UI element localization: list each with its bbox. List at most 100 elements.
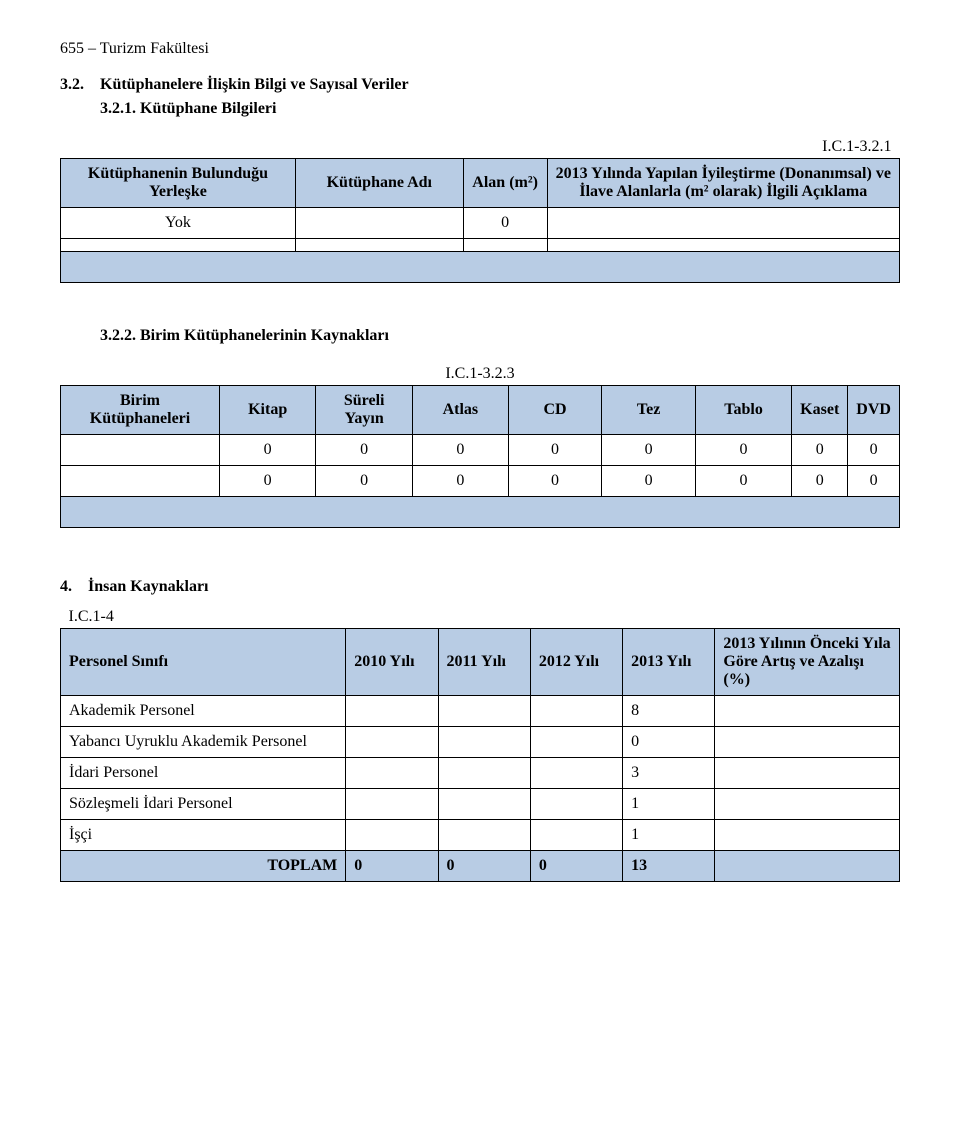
col-yerleske: Kütüphanenin Bulunduğu Yerleşke (61, 159, 296, 208)
cell: 0 (220, 466, 316, 497)
cell (346, 727, 438, 758)
table-kaynaklar: I.C.1-3.2.3 Birim Kütüphaneleri Kitap Sü… (60, 359, 900, 528)
cell: 0 (438, 851, 530, 882)
col-cd: CD (508, 386, 602, 435)
section-3-2-1-number: 3.2.1. (100, 100, 136, 117)
cell-label: Yabancı Uyruklu Akademik Personel (61, 727, 346, 758)
col-personel-sinifi: Personel Sınıfı (61, 629, 346, 696)
cell: 1 (623, 789, 715, 820)
cell: 0 (508, 435, 602, 466)
cell: 0 (412, 435, 508, 466)
cell (715, 820, 900, 851)
cell: 0 (792, 435, 848, 466)
cell: 0 (316, 466, 413, 497)
cell: 0 (695, 435, 791, 466)
col-alan: Alan (m²) (463, 159, 547, 208)
table-total-row: TOPLAM 0 0 0 13 (61, 851, 900, 882)
col-2010: 2010 Yılı (346, 629, 438, 696)
cell (346, 696, 438, 727)
table-row: 0 0 0 0 0 0 0 0 (61, 466, 900, 497)
col-kaset: Kaset (792, 386, 848, 435)
cell: 0 (508, 466, 602, 497)
cell (715, 789, 900, 820)
cell (463, 239, 547, 252)
cell (346, 758, 438, 789)
cell: 1 (623, 820, 715, 851)
section-3-2-number: 3.2. (60, 76, 84, 93)
section-3-2-1-title: Kütüphane Bilgileri (140, 100, 276, 117)
cell: 0 (463, 208, 547, 239)
table-insan-kaynaklari: I.C.1-4 Personel Sınıfı 2010 Yılı 2011 Y… (60, 602, 900, 882)
cell (438, 696, 530, 727)
cell (438, 727, 530, 758)
cell (715, 696, 900, 727)
cell (295, 239, 463, 252)
section-3-2-2-number: 3.2.2. (100, 327, 136, 344)
col-2012: 2012 Yılı (530, 629, 622, 696)
col-tez: Tez (602, 386, 696, 435)
table-row (61, 239, 900, 252)
section-4-title: İnsan Kaynakları (88, 578, 208, 595)
footer-cell (61, 497, 900, 528)
table-row: 0 0 0 0 0 0 0 0 (61, 435, 900, 466)
cell: 3 (623, 758, 715, 789)
page-header: 655 – Turizm Fakültesi (60, 40, 900, 58)
cell (346, 789, 438, 820)
col-2013: 2013 Yılı (623, 629, 715, 696)
cell (346, 820, 438, 851)
table-row: Sözleşmeli İdari Personel 1 (61, 789, 900, 820)
cell: 0 (695, 466, 791, 497)
col-tablo: Tablo (695, 386, 791, 435)
cell-label: İşçi (61, 820, 346, 851)
cell (715, 758, 900, 789)
cell (530, 758, 622, 789)
cell-label: Akademik Personel (61, 696, 346, 727)
col-dvd: DVD (848, 386, 900, 435)
col-sureli: Süreli Yayın (316, 386, 413, 435)
cell-label: İdari Personel (61, 758, 346, 789)
cell: 0 (602, 466, 696, 497)
cell: 0 (220, 435, 316, 466)
cell: 0 (792, 466, 848, 497)
table-row: İdari Personel 3 (61, 758, 900, 789)
col-2011: 2011 Yılı (438, 629, 530, 696)
cell (438, 758, 530, 789)
section-3-2-heading: 3.2. Kütüphanelere İlişkin Bilgi ve Sayı… (60, 76, 900, 94)
section-3-2-2-title: Birim Kütüphanelerinin Kaynakları (140, 327, 389, 344)
cell-label: Sözleşmeli İdari Personel (61, 789, 346, 820)
cell: 0 (412, 466, 508, 497)
cell (438, 820, 530, 851)
col-birim: Birim Kütüphaneleri (61, 386, 220, 435)
table-kutuphane-bilgileri: I.C.1-3.2.1 Kütüphanenin Bulunduğu Yerle… (60, 132, 900, 283)
table-footer-row (61, 497, 900, 528)
section-3-2-title: Kütüphanelere İlişkin Bilgi ve Sayısal V… (100, 76, 409, 93)
cell (438, 789, 530, 820)
section-4-heading: 4. İnsan Kaynakları (60, 578, 900, 596)
table-row: Akademik Personel 8 (61, 696, 900, 727)
cell (530, 789, 622, 820)
cell (530, 696, 622, 727)
footer-cell (61, 252, 900, 283)
section-3-2-1-heading: 3.2.1. Kütüphane Bilgileri (100, 100, 900, 118)
col-kutuphane-adi: Kütüphane Adı (295, 159, 463, 208)
table-code-3-2-2: I.C.1-3.2.3 (61, 359, 900, 386)
cell (547, 239, 899, 252)
section-4-number: 4. (60, 578, 72, 595)
cell: 0 (848, 435, 900, 466)
col-artis: 2013 Yılının Önceki Yıla Göre Artış ve A… (715, 629, 900, 696)
table-row: Yok 0 (61, 208, 900, 239)
cell (61, 239, 296, 252)
cell (715, 727, 900, 758)
cell: 13 (623, 851, 715, 882)
cell (295, 208, 463, 239)
cell: Yok (61, 208, 296, 239)
cell (530, 820, 622, 851)
table-row: İşçi 1 (61, 820, 900, 851)
col-atlas: Atlas (412, 386, 508, 435)
table-code-3-2-1: I.C.1-3.2.1 (61, 132, 900, 159)
table-code-4: I.C.1-4 (61, 602, 900, 629)
cell: 0 (848, 466, 900, 497)
cell (61, 435, 220, 466)
total-label: TOPLAM (61, 851, 346, 882)
cell: 8 (623, 696, 715, 727)
